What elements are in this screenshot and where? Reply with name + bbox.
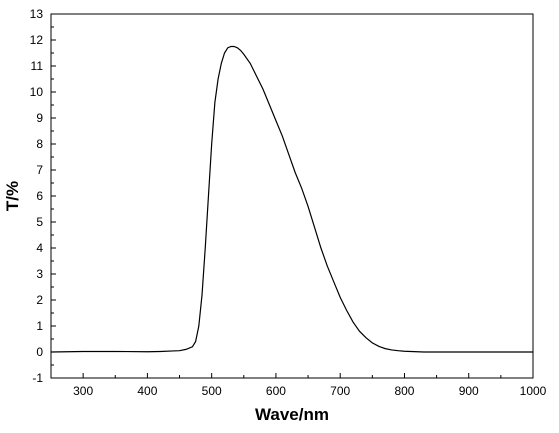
y-tick-label: 13: [30, 7, 44, 21]
x-tick-label: 500: [202, 384, 222, 398]
y-axis-title: T/%: [3, 181, 22, 211]
x-tick-label: 800: [394, 384, 414, 398]
x-axis-tick-labels: 300 400 500 600 700 800 900 1000: [73, 384, 547, 398]
y-tick-label: 2: [36, 293, 43, 307]
x-tick-label: 700: [330, 384, 350, 398]
x-axis-title: Wave/nm: [255, 405, 329, 424]
y-tick-label: 10: [30, 85, 44, 99]
x-tick-label: 1000: [520, 384, 547, 398]
y-tick-label: 7: [36, 163, 43, 177]
y-tick-label: 5: [36, 215, 43, 229]
y-tick-label: 6: [36, 189, 43, 203]
y-tick-label: 1: [36, 319, 43, 333]
x-tick-label: 900: [459, 384, 479, 398]
y-axis-ticks: [51, 13, 56, 379]
y-tick-label: 12: [30, 33, 44, 47]
y-tick-label: -1: [32, 371, 43, 385]
y-tick-label: 11: [31, 59, 44, 73]
y-tick-label: 3: [36, 267, 43, 281]
x-axis-ticks: [50, 373, 534, 378]
y-tick-label: 4: [36, 241, 43, 255]
x-tick-label: 300: [73, 384, 93, 398]
x-tick-label: 400: [137, 384, 157, 398]
series-line: [50, 45, 533, 353]
y-tick-label: 8: [36, 137, 43, 151]
plot-frame: [50, 13, 534, 379]
x-tick-label: 600: [266, 384, 286, 398]
y-tick-label: 9: [36, 111, 43, 125]
y-tick-label: 0: [36, 345, 43, 359]
